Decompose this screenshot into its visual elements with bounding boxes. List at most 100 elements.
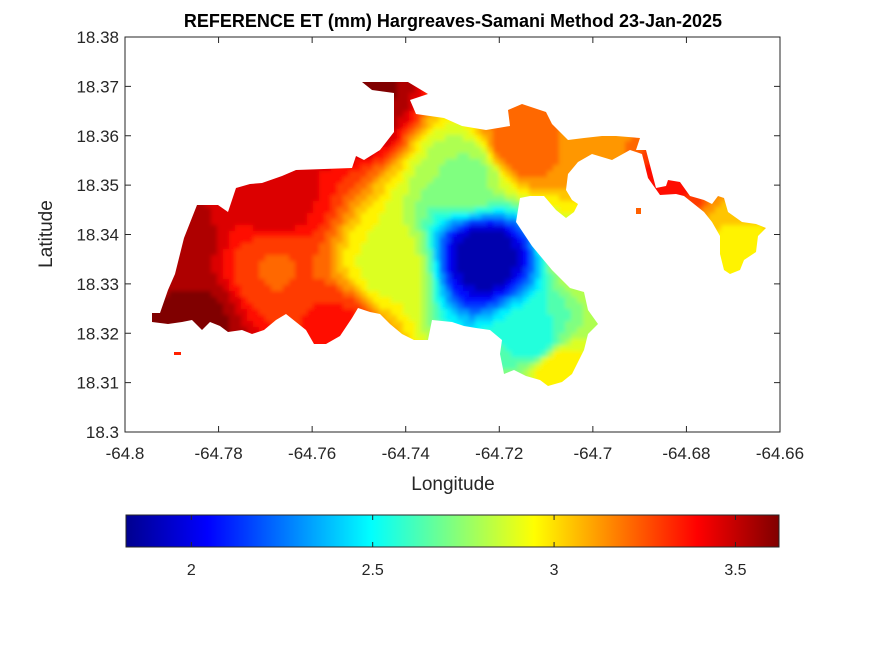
heat-cell: [445, 285, 452, 292]
heat-cell: [433, 231, 440, 238]
heat-cell: [331, 291, 338, 298]
heat-cell: [199, 255, 206, 262]
heat-cell: [361, 261, 368, 268]
heat-cell: [475, 171, 482, 178]
heat-cell: [493, 171, 500, 178]
heat-cell: [403, 207, 410, 214]
heat-cell: [295, 183, 302, 190]
heat-cell: [211, 291, 218, 298]
heat-cell: [379, 201, 386, 208]
heat-cell: [289, 309, 296, 316]
heat-cell: [415, 219, 422, 226]
heat-cell: [259, 243, 266, 250]
heat-cell: [259, 315, 266, 322]
heat-cell: [193, 213, 200, 220]
heat-cell: [475, 129, 482, 136]
heat-cell: [505, 189, 512, 196]
heat-cell: [355, 231, 362, 238]
heat-cell: [427, 177, 434, 184]
heat-cell: [463, 297, 470, 304]
heat-cell: [415, 249, 422, 256]
heat-cell: [175, 285, 182, 292]
heat-cell: [259, 237, 266, 244]
heat-cell: [385, 225, 392, 232]
heat-cell: [463, 267, 470, 274]
heat-cell: [241, 297, 248, 304]
heat-cell: [361, 255, 368, 262]
heat-cell: [511, 261, 518, 268]
heat-cell: [481, 141, 488, 148]
heat-cell: [253, 231, 260, 238]
heat-cell: [319, 219, 326, 226]
heat-cell: [463, 231, 470, 238]
heat-cell: [331, 285, 338, 292]
heat-cell: [331, 213, 338, 220]
heat-cell: [391, 321, 398, 328]
heat-cell: [535, 273, 542, 280]
heat-cell: [397, 93, 404, 100]
heat-cell: [349, 297, 356, 304]
heat-cell: [277, 195, 284, 202]
heat-cell: [439, 189, 446, 196]
heat-cell: [313, 249, 320, 256]
heat-cell: [433, 219, 440, 226]
heat-cell: [175, 273, 182, 280]
heat-cell: [205, 207, 212, 214]
heat-cell: [601, 141, 608, 148]
heat-cell: [199, 213, 206, 220]
heat-cell: [469, 231, 476, 238]
heat-cell: [457, 285, 464, 292]
heat-cell: [199, 231, 206, 238]
heat-cell: [517, 177, 524, 184]
heat-cell: [253, 213, 260, 220]
heat-cell: [553, 315, 560, 322]
heat-cell: [379, 213, 386, 220]
heat-cell: [571, 333, 578, 340]
heat-cell: [517, 231, 524, 238]
heat-cell: [577, 315, 584, 322]
heat-cell: [397, 135, 404, 142]
heat-cell: [313, 285, 320, 292]
heat-cell: [427, 267, 434, 274]
heat-cell: [499, 261, 506, 268]
heat-cell: [631, 147, 638, 154]
heat-cell: [445, 141, 452, 148]
heat-cell: [511, 351, 518, 358]
heat-cell: [373, 267, 380, 274]
heat-cell: [541, 363, 548, 370]
heat-cell: [565, 153, 572, 160]
heat-cell: [259, 201, 266, 208]
heat-cell: [307, 297, 314, 304]
heat-cell: [469, 261, 476, 268]
heat-cell: [283, 249, 290, 256]
heat-cell: [559, 141, 566, 148]
heat-cell: [493, 315, 500, 322]
heat-cell: [493, 159, 500, 166]
heat-cell: [445, 207, 452, 214]
heat-cell: [457, 309, 464, 316]
heat-cell: [553, 375, 560, 382]
heat-cell: [367, 225, 374, 232]
heat-cell: [409, 82, 416, 88]
heat-cell: [505, 249, 512, 256]
heat-cell: [505, 147, 512, 154]
heat-cell: [463, 135, 470, 142]
heat-cell: [451, 291, 458, 298]
heat-cell: [529, 321, 536, 328]
heat-cell: [589, 135, 596, 142]
heat-cell: [373, 279, 380, 286]
heat-cell: [319, 327, 326, 334]
heat-cell: [385, 141, 392, 148]
heat-cell: [271, 177, 278, 184]
heat-cell: [511, 267, 518, 274]
heat-cell: [229, 303, 236, 310]
heat-cell: [421, 249, 428, 256]
heat-cell: [403, 249, 410, 256]
heat-cell: [331, 195, 338, 202]
heat-cell: [223, 237, 230, 244]
heat-cell: [235, 201, 242, 208]
heat-cell: [307, 303, 314, 310]
heat-cell: [523, 177, 530, 184]
heat-cell: [601, 147, 608, 154]
heat-cell: [559, 345, 566, 352]
